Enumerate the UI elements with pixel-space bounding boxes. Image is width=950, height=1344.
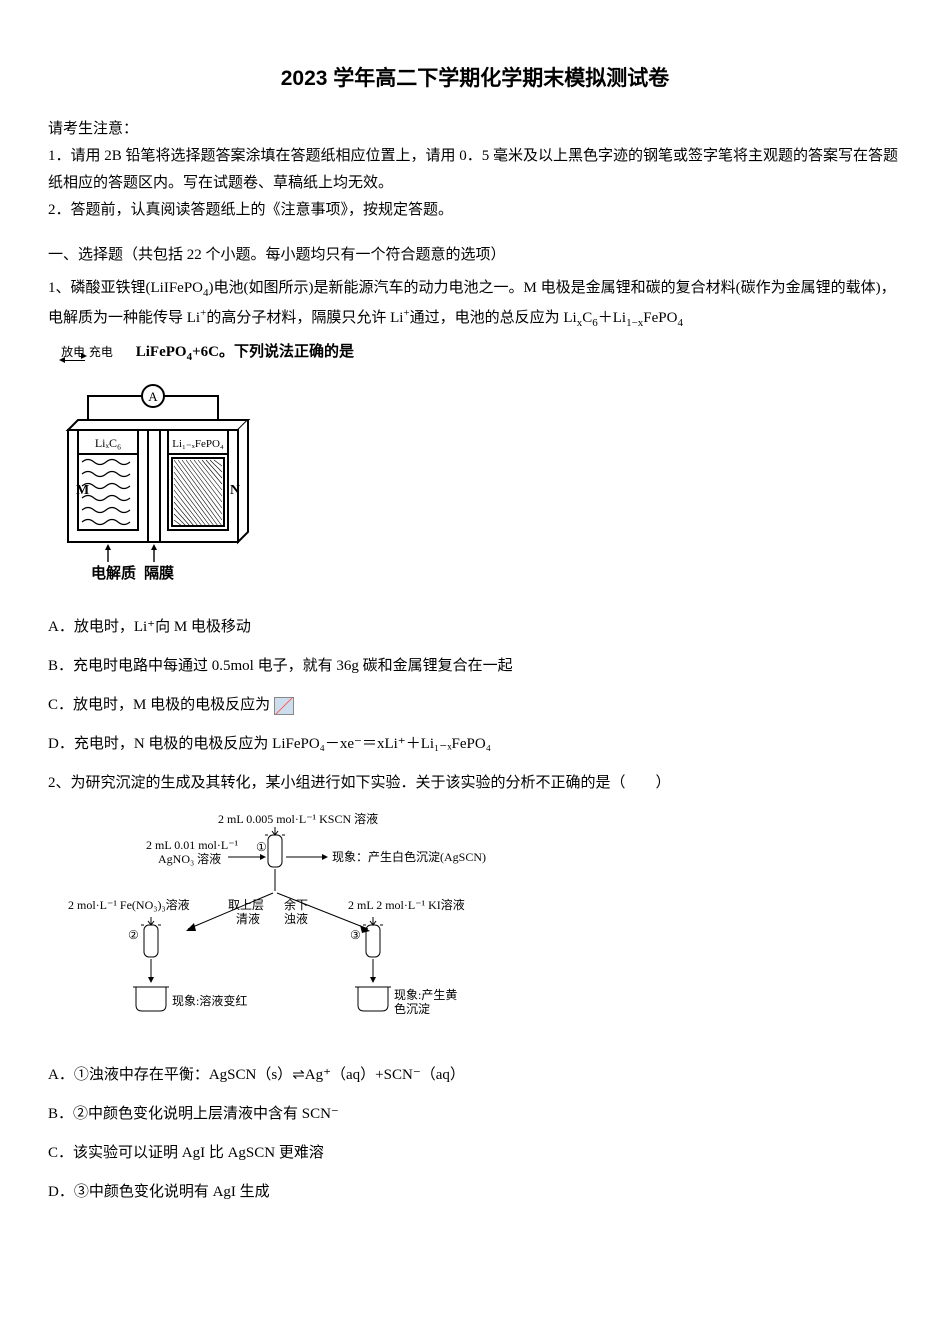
svg-text:Li₁₋ₓFePO₄: Li₁₋ₓFePO₄: [172, 438, 224, 450]
arrow-bottom-label: 充电: [89, 344, 113, 359]
notice-item-2: 2．答题前，认真阅读答题纸上的《注意事项》，按规定答题。: [48, 197, 902, 224]
q1-stem-g: FePO: [643, 310, 677, 326]
q1-stem-f: ＋Li: [598, 310, 626, 326]
svg-text:AgNO₃ 溶液: AgNO₃ 溶液: [158, 851, 221, 866]
sub-1mx: 1−x: [626, 317, 643, 329]
section-1-heading: 一、选择题（共包括 22 个小题。每小题均只有一个符合题意的选项）: [48, 242, 902, 269]
q1-option-c-text: C．放电时，M 电极的电极反应为: [48, 697, 270, 713]
q1-stem: 1、磷酸亚铁锂(LiIFePO4)电池(如图所示)是新能源汽车的动力电池之一。M…: [48, 275, 902, 334]
svg-text:现象：产生白色沉淀(AgSCN): 现象：产生白色沉淀(AgSCN): [332, 849, 486, 864]
battery-diagram: A LiₓC₆ M Li₁₋ₓFePO₄: [48, 382, 902, 602]
equilibrium-arrow-icon: ⇌: [292, 1066, 305, 1083]
q1-reaction-line: 放电 充电 LiFePO4+6C。下列说法正确的是: [48, 339, 902, 368]
q1-stem-d: 通过，电池的总反应为 Li: [410, 310, 577, 326]
svg-text:隔膜: 隔膜: [144, 564, 174, 582]
q1-tail: LiFePO: [136, 344, 187, 360]
arrow-top-label: 放电: [61, 345, 85, 361]
q1-option-d: D．充电时，N 电极的电极反应为 LiFePO₄－xe⁻＝xLi⁺＋Li₁₋ₓF…: [48, 731, 902, 758]
svg-text:清液: 清液: [236, 911, 260, 926]
q1-stem-e: C: [582, 310, 592, 326]
q1-option-b: B．充电时电路中每通过 0.5mol 电子，就有 36g 碳和金属锂复合在一起: [48, 653, 902, 680]
svg-text:余下: 余下: [284, 897, 308, 912]
q2-option-a: A．①浊液中存在平衡：AgSCN（s）⇌Ag⁺（aq）+SCN⁻（aq）: [48, 1061, 902, 1089]
notice-item-1: 1．请用 2B 铅笔将选择题答案涂填在答题纸相应位置上，请用 0．5 毫米及以上…: [48, 143, 902, 197]
q1-tail2: +6C。下列说法正确的是: [192, 344, 354, 360]
page-title: 2023 学年高二下学期化学期末模拟测试卷: [48, 60, 902, 98]
q2-option-b: B．②中颜色变化说明上层清液中含有 SCN⁻: [48, 1101, 902, 1128]
q1-stem-a: 1、磷酸亚铁锂(LiIFePO: [48, 280, 203, 296]
svg-text:LiₓC₆: LiₓC₆: [95, 436, 121, 450]
q2-flow-diagram: 2 mL 0.005 mol·L⁻¹ KSCN 溶液 ① 2 mL 0.01 m…: [68, 809, 902, 1049]
sub-4b: 4: [677, 317, 683, 329]
q1-option-a: A．放电时，Li⁺向 M 电极移动: [48, 614, 902, 641]
q2-stem: 2、为研究沉淀的生成及其转化，某小组进行如下实验．关于该实验的分析不正确的是（ …: [48, 770, 902, 797]
svg-text:②: ②: [128, 928, 139, 942]
svg-text:2 mL 2 mol·L⁻¹ KI溶液: 2 mL 2 mol·L⁻¹ KI溶液: [348, 897, 465, 912]
q2-option-d: D．③中颜色变化说明有 AgI 生成: [48, 1179, 902, 1206]
svg-text:电解质: 电解质: [91, 564, 136, 582]
svg-text:浊液: 浊液: [284, 911, 308, 926]
svg-text:①: ①: [256, 840, 267, 854]
q2-option-a-post: Ag⁺（aq）+SCN⁻（aq）: [305, 1067, 465, 1083]
svg-text:2 mL 0.005 mol·L⁻¹ KSCN 溶液: 2 mL 0.005 mol·L⁻¹ KSCN 溶液: [218, 811, 378, 826]
svg-text:色沉淀: 色沉淀: [394, 1002, 430, 1016]
svg-text:N: N: [230, 483, 240, 498]
svg-text:③: ③: [350, 928, 361, 942]
svg-text:M: M: [76, 483, 89, 498]
q1-stem-c: 的高分子材料，隔膜只允许 Li: [206, 310, 403, 326]
notice-heading: 请考生注意：: [48, 116, 902, 143]
svg-text:2 mol·L⁻¹ Fe(NO₃)₃溶液: 2 mol·L⁻¹ Fe(NO₃)₃溶液: [68, 897, 190, 912]
reaction-arrow: 放电 充电: [48, 339, 126, 366]
svg-text:A: A: [148, 389, 158, 404]
q2-option-c: C．该实验可以证明 AgI 比 AgSCN 更难溶: [48, 1140, 902, 1167]
svg-text:2 mL 0.01 mol·L⁻¹: 2 mL 0.01 mol·L⁻¹: [146, 838, 239, 852]
q2-option-a-pre: A．①浊液中存在平衡：AgSCN（s）: [48, 1067, 292, 1083]
q1-option-c: C．放电时，M 电极的电极反应为: [48, 692, 902, 719]
svg-text:现象:产生黄: 现象:产生黄: [394, 988, 457, 1002]
broken-image-icon: [274, 697, 294, 715]
svg-text:现象:溶液变红: 现象:溶液变红: [172, 993, 247, 1008]
